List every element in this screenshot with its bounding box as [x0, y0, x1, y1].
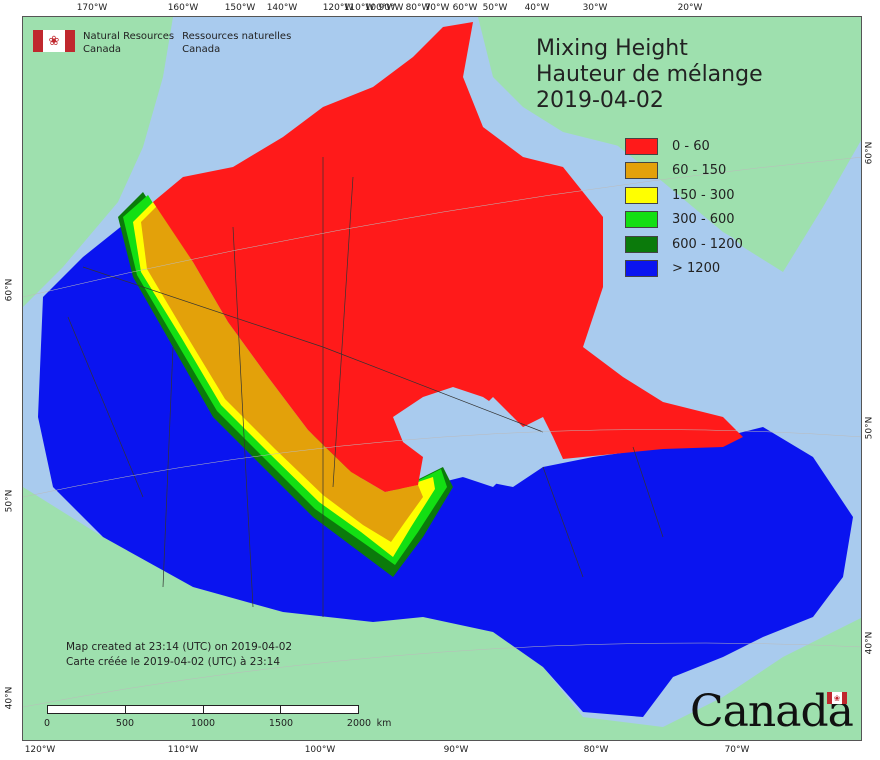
canada-wordmark: Canada [690, 686, 854, 737]
map-title: Mixing Height Hauteur de mélange 2019-04… [536, 36, 763, 114]
credit-fr: Carte créée le 2019-04-02 (UTC) à 23:14 [66, 656, 281, 668]
bottom-tick: 120°W [24, 745, 56, 755]
scale-bar [47, 705, 359, 714]
legend-item: 300 - 600 [625, 208, 743, 233]
bottom-tick: 70°W [724, 745, 750, 755]
bottom-tick: 100°W [304, 745, 336, 755]
left-tick: 60°N [4, 278, 15, 302]
top-tick: 150°W [224, 3, 256, 13]
agency-name-fr: Ressources naturelles Canada [182, 30, 291, 56]
greenland-overlay [493, 17, 861, 267]
canada-region-0-60 [153, 22, 743, 492]
scale-label: 500 [115, 718, 135, 729]
top-tick: 90°W [378, 3, 404, 13]
maple-leaf-icon: ❀ [43, 30, 65, 52]
agency-name-en: Natural Resources Canada [83, 30, 174, 56]
credit-en: Map created at 23:14 (UTC) on 2019-04-02 [66, 641, 293, 653]
legend-item: 600 - 1200 [625, 232, 743, 257]
scale-label: 1000 [190, 718, 216, 729]
usa-landmass [23, 487, 861, 740]
wordmark-flag-icon: ❀ [827, 692, 847, 704]
legend-label: 600 - 1200 [672, 236, 743, 252]
legend-label: > 1200 [672, 261, 721, 277]
nrcan-signature: ❀ Natural Resources Canada Ressources na… [33, 30, 291, 56]
scale-label: 2000 [346, 718, 372, 729]
top-tick: 70°W [424, 3, 450, 13]
legend-swatch [625, 235, 658, 253]
legend-label: 60 - 150 [672, 163, 727, 179]
canada-flag-icon: ❀ [33, 30, 75, 52]
title-fr: Hauteur de mélange [536, 62, 763, 87]
bottom-tick: 110°W [167, 745, 199, 755]
scale-unit: km [376, 718, 392, 729]
legend: 0 - 60 60 - 150 150 - 300 300 - 600 600 … [625, 134, 743, 281]
maple-leaf-icon: ❀ [832, 692, 842, 704]
legend-item: 0 - 60 [625, 134, 743, 159]
right-tick: 60°N [864, 141, 875, 165]
mixing-height-map [23, 17, 861, 740]
legend-item: > 1200 [625, 257, 743, 282]
legend-swatch [625, 260, 658, 278]
top-tick: 100°W [364, 3, 396, 13]
right-tick: 40°N [864, 631, 875, 655]
legend-item: 60 - 150 [625, 159, 743, 184]
scale-label: 0 [43, 718, 51, 729]
top-tick: 40°W [524, 3, 550, 13]
graticule [23, 156, 861, 708]
title-en: Mixing Height [536, 36, 688, 61]
legend-swatch [625, 186, 658, 204]
left-tick: 40°N [4, 686, 15, 710]
top-tick: 110°W [343, 3, 375, 13]
top-tick: 160°W [167, 3, 199, 13]
canada-region-high [38, 217, 853, 717]
legend-label: 0 - 60 [672, 138, 710, 154]
title-date: 2019-04-02 [536, 88, 664, 113]
bottom-tick: 90°W [443, 745, 469, 755]
legend-label: 150 - 300 [672, 187, 735, 203]
top-tick: 140°W [266, 3, 298, 13]
agency-fr-line2: Canada [182, 44, 221, 55]
top-tick: 60°W [452, 3, 478, 13]
top-tick: 120°W [322, 3, 354, 13]
top-tick: 50°W [482, 3, 508, 13]
agency-en-line2: Canada [83, 44, 122, 55]
scale-label: 1500 [268, 718, 294, 729]
right-tick: 50°N [864, 416, 875, 440]
legend-label: 300 - 600 [672, 212, 735, 228]
legend-swatch [625, 162, 658, 180]
alaska-landmass [23, 17, 173, 307]
legend-item: 150 - 300 [625, 183, 743, 208]
top-tick: 20°W [677, 3, 703, 13]
agency-en-line1: Natural Resources [83, 31, 175, 42]
map-canvas[interactable] [22, 16, 862, 741]
legend-swatch [625, 137, 658, 155]
top-tick: 170°W [76, 3, 108, 13]
legend-swatch [625, 211, 658, 229]
bottom-tick: 80°W [583, 745, 609, 755]
top-tick: 80°W [405, 3, 431, 13]
top-tick: 30°W [582, 3, 608, 13]
left-tick: 50°N [4, 489, 15, 513]
agency-fr-line1: Ressources naturelles [182, 31, 292, 42]
canada-region-60-150 [141, 205, 423, 542]
map-credit: Map created at 23:14 (UTC) on 2019-04-02… [66, 640, 292, 670]
province-boundaries [67, 157, 664, 617]
